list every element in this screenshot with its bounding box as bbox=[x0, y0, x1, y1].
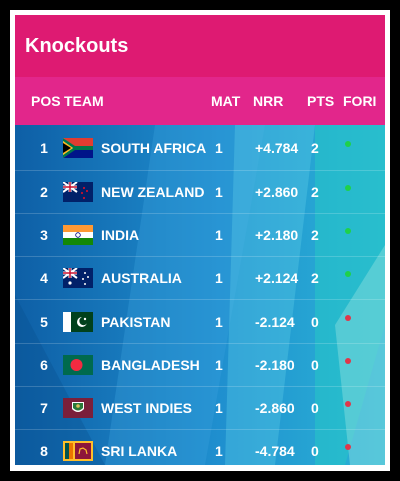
row-pts: 2 bbox=[311, 140, 319, 156]
row-pts: 0 bbox=[311, 400, 319, 416]
row-team[interactable]: SOUTH AFRICA bbox=[101, 140, 207, 156]
australia-flag-icon bbox=[63, 268, 93, 288]
row-nrr: +2.180 bbox=[255, 227, 299, 243]
form-loss-icon bbox=[345, 401, 351, 407]
row-team[interactable]: WEST INDIES bbox=[101, 400, 193, 416]
row-pts: 0 bbox=[311, 357, 319, 373]
row-mat: 1 bbox=[215, 227, 223, 243]
row-pts: 2 bbox=[311, 184, 319, 200]
row-team[interactable]: NEW ZEALAND bbox=[101, 184, 205, 200]
standings-panel: Knockouts POS TEAM MAT NRR PTS FORI bbox=[15, 15, 385, 465]
table-row[interactable]: 3 INDIA 1 +2.180 2 bbox=[15, 214, 385, 256]
row-team[interactable]: INDIA bbox=[101, 227, 140, 243]
form-win-icon bbox=[345, 271, 351, 277]
table-row[interactable]: 5 PAKISTAN 1 -2.124 0 bbox=[15, 301, 385, 343]
standings-table: 1 SOUTH AFRICA 1 +4.784 2 2 bbox=[15, 125, 385, 465]
outer-frame: Knockouts POS TEAM MAT NRR PTS FORI bbox=[10, 10, 390, 471]
row-mat: 1 bbox=[215, 314, 223, 330]
table-row[interactable]: 1 SOUTH AFRICA 1 +4.784 2 bbox=[15, 127, 385, 169]
table-header: POS TEAM MAT NRR PTS FORI bbox=[15, 77, 385, 125]
form-loss-icon bbox=[345, 444, 351, 450]
page-title: Knockouts bbox=[25, 35, 129, 57]
row-mat: 1 bbox=[215, 184, 223, 200]
table-row[interactable]: 8 SRI LANKA 1 -4.784 0 bbox=[15, 430, 385, 465]
row-nrr: -2.860 bbox=[255, 400, 295, 416]
row-nrr: -2.180 bbox=[255, 357, 295, 373]
header-mat[interactable]: MAT bbox=[211, 93, 241, 109]
row-pos: 4 bbox=[40, 270, 48, 286]
table-row[interactable]: 4 AUSTRALIA 1 +2.124 2 bbox=[15, 257, 385, 299]
row-mat: 1 bbox=[215, 270, 223, 286]
form-loss-icon bbox=[345, 358, 351, 364]
row-pts: 2 bbox=[311, 227, 319, 243]
row-pos: 7 bbox=[40, 400, 48, 416]
table-row[interactable]: 7 WEST INDIES 1 -2.860 0 bbox=[15, 387, 385, 429]
row-pos: 3 bbox=[40, 227, 48, 243]
row-team[interactable]: SRI LANKA bbox=[101, 443, 178, 459]
row-pos: 2 bbox=[40, 184, 48, 200]
row-nrr: -4.784 bbox=[255, 443, 295, 459]
row-pts: 0 bbox=[311, 314, 319, 330]
form-loss-icon bbox=[345, 315, 351, 321]
header-form[interactable]: FORI bbox=[343, 93, 377, 109]
pakistan-flag-icon bbox=[63, 312, 93, 332]
row-pos: 5 bbox=[40, 314, 48, 330]
new-zealand-flag-icon bbox=[63, 182, 93, 202]
row-mat: 1 bbox=[215, 443, 223, 459]
row-nrr: -2.124 bbox=[255, 314, 295, 330]
row-pts: 0 bbox=[311, 443, 319, 459]
row-team[interactable]: AUSTRALIA bbox=[101, 270, 182, 286]
table-row[interactable]: 2 NEW ZEALAND 1 +2.860 2 bbox=[15, 171, 385, 213]
row-mat: 1 bbox=[215, 400, 223, 416]
form-win-icon bbox=[345, 228, 351, 234]
south-africa-flag-icon bbox=[63, 138, 93, 158]
row-nrr: +2.860 bbox=[255, 184, 299, 200]
row-team[interactable]: PAKISTAN bbox=[101, 314, 171, 330]
header-team[interactable]: TEAM bbox=[64, 93, 104, 109]
header-pts[interactable]: PTS bbox=[307, 93, 335, 109]
row-pos: 8 bbox=[40, 443, 48, 459]
title-bar: Knockouts bbox=[15, 15, 385, 77]
sri-lanka-flag-icon bbox=[63, 441, 93, 461]
header-pos[interactable]: POS bbox=[31, 93, 61, 109]
west-indies-flag-icon bbox=[63, 398, 93, 418]
row-pos: 6 bbox=[40, 357, 48, 373]
row-pts: 2 bbox=[311, 270, 319, 286]
row-mat: 1 bbox=[215, 357, 223, 373]
form-win-icon bbox=[345, 185, 351, 191]
row-team[interactable]: BANGLADESH bbox=[101, 357, 200, 373]
table-row[interactable]: 6 BANGLADESH 1 -2.180 0 bbox=[15, 344, 385, 386]
india-flag-icon bbox=[63, 225, 93, 245]
row-mat: 1 bbox=[215, 140, 223, 156]
form-win-icon bbox=[345, 141, 351, 147]
row-pos: 1 bbox=[40, 140, 48, 156]
row-nrr: +2.124 bbox=[255, 270, 299, 286]
header-nrr[interactable]: NRR bbox=[253, 93, 284, 109]
bangladesh-flag-icon bbox=[63, 355, 93, 375]
row-nrr: +4.784 bbox=[255, 140, 299, 156]
